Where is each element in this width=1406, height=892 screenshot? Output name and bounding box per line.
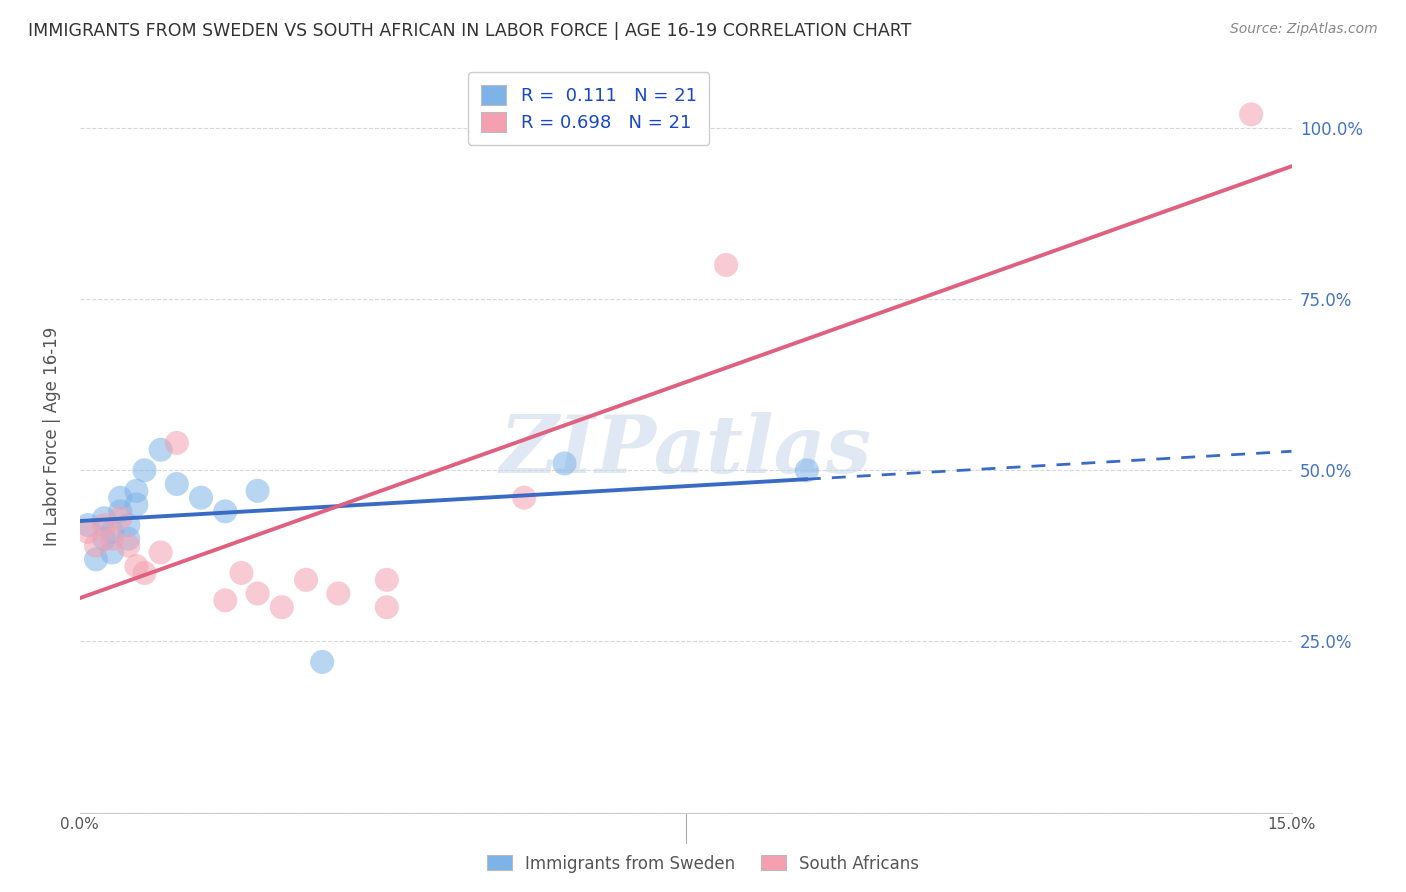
Y-axis label: In Labor Force | Age 16-19: In Labor Force | Age 16-19 (44, 326, 60, 546)
Point (77, 524, 100, 539)
Point (246, 586, 269, 600)
Point (93, 532, 115, 546)
Point (246, 483, 269, 498)
Point (101, 545, 124, 559)
Point (93, 511, 115, 525)
Point (101, 524, 124, 539)
Point (214, 504, 236, 518)
Point (375, 573, 398, 587)
Point (231, 566, 253, 580)
Point (166, 436, 188, 450)
Point (117, 518, 139, 533)
Point (214, 593, 236, 607)
Text: Source: ZipAtlas.com: Source: ZipAtlas.com (1230, 22, 1378, 37)
Point (513, 491, 536, 505)
Point (796, 463, 818, 477)
Point (110, 491, 132, 505)
Point (311, 655, 333, 669)
Point (117, 532, 139, 546)
Point (375, 600, 398, 615)
Legend: R =  0.111   N = 21, R = 0.698   N = 21: R = 0.111 N = 21, R = 0.698 N = 21 (468, 72, 709, 145)
Point (134, 463, 156, 477)
Point (125, 559, 148, 574)
Point (110, 511, 132, 525)
Point (328, 586, 350, 600)
Point (110, 504, 132, 518)
Point (93, 518, 115, 533)
Point (134, 566, 156, 580)
Text: ZIPatlas: ZIPatlas (499, 412, 872, 490)
Point (84, 539, 107, 553)
Point (149, 442, 172, 457)
Point (125, 498, 148, 512)
Point (125, 483, 148, 498)
Point (190, 491, 212, 505)
Point (554, 457, 576, 471)
Point (77, 518, 100, 533)
Point (166, 477, 188, 491)
Point (270, 600, 292, 615)
Point (117, 539, 139, 553)
Point (714, 258, 737, 272)
Point (101, 532, 124, 546)
Legend: Immigrants from Sweden, South Africans: Immigrants from Sweden, South Africans (481, 848, 925, 880)
Point (295, 573, 318, 587)
Point (149, 545, 172, 559)
Text: IMMIGRANTS FROM SWEDEN VS SOUTH AFRICAN IN LABOR FORCE | AGE 16-19 CORRELATION C: IMMIGRANTS FROM SWEDEN VS SOUTH AFRICAN … (28, 22, 911, 40)
Point (84, 552, 107, 566)
Point (1240, 107, 1263, 121)
